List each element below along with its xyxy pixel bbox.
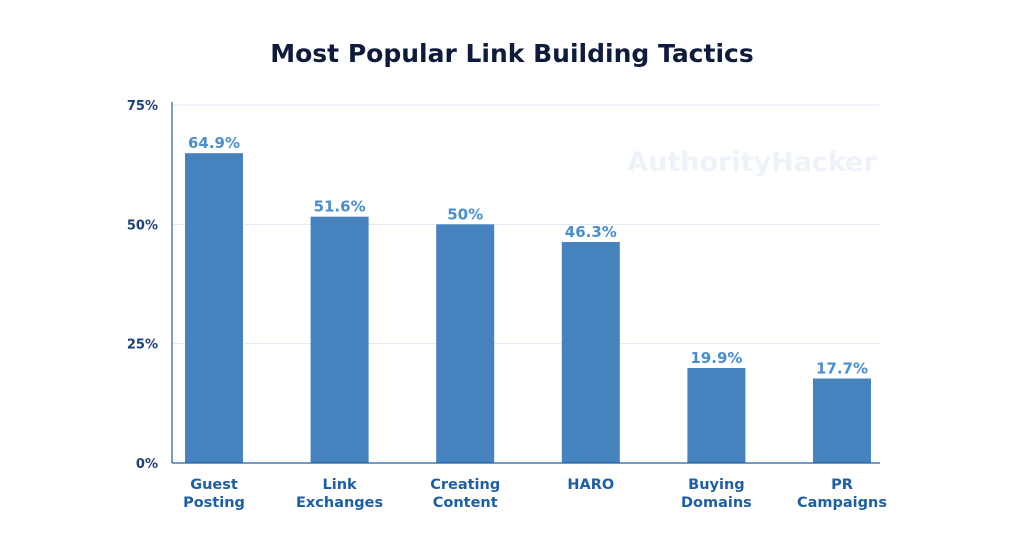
labels: 0% 25% 50% 75% 64.9% Guest Posting 51.6% Link Exc… <box>127 99 887 511</box>
y-tick-label: 50% <box>127 218 158 233</box>
axes <box>171 102 880 464</box>
bars <box>185 153 871 463</box>
y-tick-label: 0% <box>136 457 158 472</box>
bar <box>310 216 369 463</box>
y-tick-label: 25% <box>127 338 158 353</box>
bar <box>687 368 746 463</box>
data-label: 51.6% <box>314 198 366 216</box>
data-label: 50% <box>447 205 483 223</box>
x-tick-label: Creating Content <box>430 477 500 511</box>
data-label: 46.3% <box>565 223 617 241</box>
x-tick-label: Link Exchanges <box>296 477 383 511</box>
chart-title: Most Popular Link Building Tactics <box>270 39 753 68</box>
gridlines <box>172 104 880 345</box>
x-tick-label: Buying Domains <box>681 477 752 511</box>
x-tick-label: HARO <box>567 477 614 493</box>
bar <box>813 378 871 463</box>
y-tick-label: 75% <box>127 99 158 114</box>
bar <box>561 241 620 463</box>
data-label: 64.9% <box>188 134 240 152</box>
bar <box>185 153 243 463</box>
bar <box>436 224 495 463</box>
x-tick-label: PR Campaigns <box>797 477 887 511</box>
watermark-logo: AuthorityHacker <box>627 147 877 178</box>
data-label: 17.7% <box>816 360 868 378</box>
x-tick-label: Guest Posting <box>183 477 245 511</box>
data-label: 19.9% <box>690 349 742 367</box>
